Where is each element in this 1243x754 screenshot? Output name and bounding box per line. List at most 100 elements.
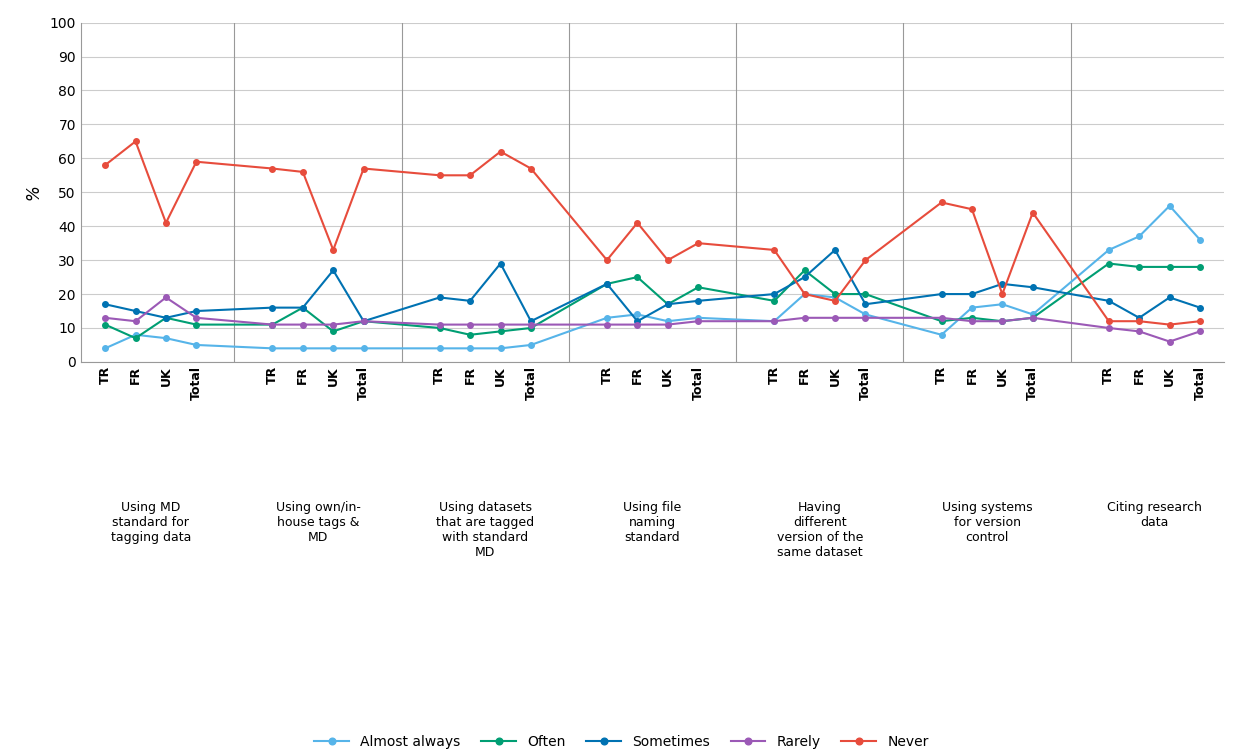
- Rarely: [98, 314, 113, 323]
- Often: [326, 327, 341, 336]
- Rarely: [1131, 327, 1146, 336]
- Rarely: [965, 317, 979, 326]
- Never: [767, 246, 782, 255]
- Often: [599, 279, 614, 288]
- Line: Never: Never: [102, 139, 1203, 327]
- Sometimes: [1162, 293, 1177, 302]
- Almost always: [767, 317, 782, 326]
- Never: [433, 170, 447, 179]
- Rarely: [858, 314, 873, 323]
- Sometimes: [493, 259, 508, 268]
- Sometimes: [965, 290, 979, 299]
- Rarely: [767, 317, 782, 326]
- Rarely: [265, 320, 280, 329]
- Almost always: [265, 344, 280, 353]
- Rarely: [1192, 327, 1207, 336]
- Often: [189, 320, 204, 329]
- Often: [462, 330, 477, 339]
- Almost always: [128, 330, 143, 339]
- Rarely: [828, 314, 843, 323]
- Never: [994, 290, 1009, 299]
- Never: [1131, 317, 1146, 326]
- Sometimes: [523, 317, 538, 326]
- Often: [660, 299, 675, 309]
- Sometimes: [1192, 303, 1207, 312]
- Line: Rarely: Rarely: [102, 295, 1203, 345]
- Often: [858, 290, 873, 299]
- Often: [994, 317, 1009, 326]
- Sometimes: [660, 299, 675, 309]
- Never: [933, 198, 948, 207]
- Almost always: [994, 299, 1009, 309]
- Rarely: [296, 320, 311, 329]
- Never: [98, 161, 113, 170]
- Almost always: [828, 293, 843, 302]
- Often: [933, 317, 948, 326]
- Sometimes: [858, 299, 873, 309]
- Almost always: [1131, 231, 1146, 241]
- Sometimes: [462, 296, 477, 305]
- Never: [630, 219, 645, 228]
- Line: Sometimes: Sometimes: [102, 247, 1203, 324]
- Often: [265, 320, 280, 329]
- Never: [1101, 317, 1116, 326]
- Sometimes: [797, 273, 812, 282]
- Text: Having
different
version of the
same dataset: Having different version of the same dat…: [777, 501, 863, 559]
- Often: [797, 266, 812, 275]
- Never: [660, 256, 675, 265]
- Almost always: [965, 303, 979, 312]
- Never: [599, 256, 614, 265]
- Rarely: [128, 317, 143, 326]
- Sometimes: [828, 246, 843, 255]
- Almost always: [599, 314, 614, 323]
- Often: [98, 320, 113, 329]
- Often: [965, 314, 979, 323]
- Almost always: [1025, 310, 1040, 319]
- Never: [159, 219, 174, 228]
- Never: [296, 167, 311, 176]
- Sometimes: [189, 306, 204, 315]
- Y-axis label: %: %: [25, 185, 42, 200]
- Almost always: [433, 344, 447, 353]
- Almost always: [493, 344, 508, 353]
- Never: [189, 158, 204, 167]
- Never: [523, 164, 538, 173]
- Sometimes: [599, 279, 614, 288]
- Line: Almost always: Almost always: [102, 203, 1203, 351]
- Often: [1025, 314, 1040, 323]
- Rarely: [159, 293, 174, 302]
- Never: [493, 147, 508, 156]
- Almost always: [933, 330, 948, 339]
- Never: [128, 137, 143, 146]
- Sometimes: [630, 317, 645, 326]
- Sometimes: [265, 303, 280, 312]
- Often: [493, 327, 508, 336]
- Sometimes: [767, 290, 782, 299]
- Rarely: [462, 320, 477, 329]
- Rarely: [660, 320, 675, 329]
- Rarely: [326, 320, 341, 329]
- Almost always: [1162, 201, 1177, 210]
- Almost always: [523, 341, 538, 350]
- Text: Using own/in-
house tags &
MD: Using own/in- house tags & MD: [276, 501, 360, 544]
- Sometimes: [357, 317, 372, 326]
- Almost always: [797, 290, 812, 299]
- Often: [128, 333, 143, 342]
- Rarely: [630, 320, 645, 329]
- Never: [357, 164, 372, 173]
- Text: Using datasets
that are tagged
with standard
MD: Using datasets that are tagged with stan…: [436, 501, 534, 559]
- Often: [1131, 262, 1146, 271]
- Text: Citing research
data: Citing research data: [1108, 501, 1202, 529]
- Almost always: [159, 333, 174, 342]
- Never: [797, 290, 812, 299]
- Sometimes: [1025, 283, 1040, 292]
- Often: [433, 323, 447, 333]
- Rarely: [1162, 337, 1177, 346]
- Line: Often: Often: [102, 261, 1203, 341]
- Never: [1192, 317, 1207, 326]
- Never: [858, 256, 873, 265]
- Rarely: [493, 320, 508, 329]
- Never: [462, 170, 477, 179]
- Text: Using systems
for version
control: Using systems for version control: [942, 501, 1033, 544]
- Almost always: [691, 314, 706, 323]
